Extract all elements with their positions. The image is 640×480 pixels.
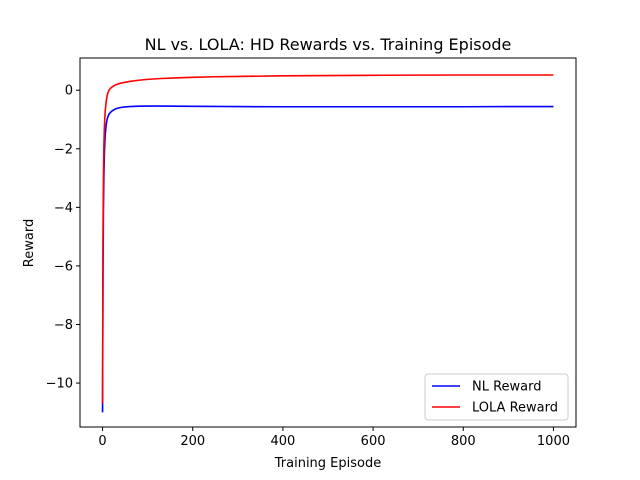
plot-frame [79, 57, 577, 428]
legend: NL Reward LOLA Reward [424, 373, 569, 421]
y-tick-label: −6 [54, 259, 73, 274]
x-tick-label: 600 [361, 434, 386, 449]
series-line-nl [101, 105, 554, 413]
legend-label: LOLA Reward [472, 401, 558, 416]
series-layer [101, 74, 554, 413]
y-tick-label: −2 [54, 142, 73, 157]
series-line-lola [101, 74, 554, 404]
y-axis-title: Reward [22, 219, 37, 267]
chart-title: NL vs. LOLA: HD Rewards vs. Training Epi… [145, 35, 512, 54]
y-axis: −10 −8 −6 −4 −2 0 [46, 84, 80, 392]
x-tick-label: 400 [270, 434, 295, 449]
x-tick-label: 1000 [537, 434, 570, 449]
legend-label: NL Reward [472, 380, 542, 395]
x-tick-label: 0 [98, 434, 106, 449]
x-tick-label: 800 [451, 434, 476, 449]
x-tick-label: 200 [180, 434, 205, 449]
y-tick-label: −10 [46, 377, 73, 392]
y-tick-label: −4 [54, 201, 73, 216]
y-tick-label: 0 [65, 84, 73, 99]
x-axis-title: Training Episode [274, 456, 381, 471]
x-axis: 0 200 400 600 800 1000 [98, 427, 570, 449]
y-tick-label: −8 [54, 318, 73, 333]
plot-area [79, 57, 577, 428]
legend-box [424, 373, 569, 421]
